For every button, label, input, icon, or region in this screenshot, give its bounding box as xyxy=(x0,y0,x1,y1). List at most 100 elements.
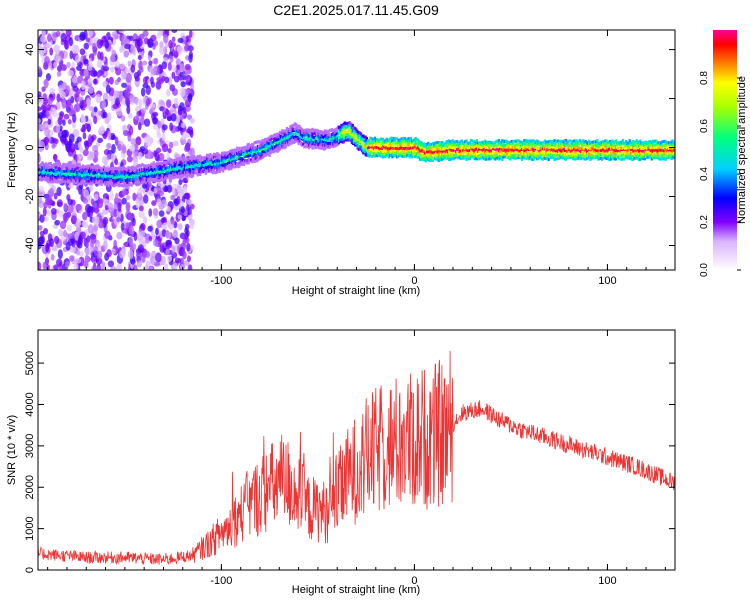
heatmap-cell xyxy=(200,170,203,174)
heatmap-cell xyxy=(138,33,145,40)
heatmap-cell xyxy=(324,147,327,151)
heatmap-cell xyxy=(244,159,247,163)
heatmap-cell xyxy=(424,144,428,148)
heatmap-cell xyxy=(329,136,333,140)
heatmap-cell xyxy=(408,150,411,154)
heatmap-cell xyxy=(55,166,58,170)
heatmap-cell xyxy=(182,159,185,163)
heatmap-cell xyxy=(564,152,568,156)
heatmap-cell xyxy=(376,142,379,146)
heatmap-cell xyxy=(332,137,335,141)
heatmap-cell xyxy=(501,143,504,147)
heatmap-cell xyxy=(217,168,220,172)
heatmap-cell xyxy=(121,183,124,187)
heatmap-cell xyxy=(90,166,93,170)
heatmap-cell xyxy=(165,230,172,239)
heatmap-cell xyxy=(281,135,284,139)
heatmap-cell xyxy=(534,145,538,149)
heatmap-cell xyxy=(395,155,399,159)
heatmap-cell xyxy=(526,145,529,149)
heatmap-cell xyxy=(505,142,509,146)
heatmap-cell xyxy=(500,142,503,146)
heatmap-cell xyxy=(239,148,242,152)
heatmap-cell xyxy=(122,124,128,131)
heatmap-cell xyxy=(435,147,438,151)
heatmap-cell xyxy=(589,150,592,154)
heatmap-cell xyxy=(450,144,453,148)
heatmap-cell xyxy=(586,151,590,155)
heatmap-cell xyxy=(64,163,67,167)
heatmap-cell xyxy=(488,157,491,161)
heatmap-cell xyxy=(536,146,539,150)
heatmap-cell xyxy=(171,173,174,177)
heatmap-cell xyxy=(136,260,143,268)
heatmap-cell xyxy=(575,146,578,150)
heatmap-cell xyxy=(90,182,93,186)
heatmap-cell xyxy=(487,148,490,152)
heatmap-cell xyxy=(175,163,179,167)
heatmap-cell xyxy=(292,127,295,131)
heatmap-cell xyxy=(76,166,79,170)
heatmap-cell xyxy=(72,177,75,181)
heatmap-cell xyxy=(160,172,163,176)
heatmap-cell xyxy=(91,266,96,270)
heatmap-cell xyxy=(126,175,129,179)
heatmap-cell xyxy=(307,139,311,143)
heatmap-cell xyxy=(341,135,344,139)
heatmap-cell xyxy=(226,154,229,158)
heatmap-cell xyxy=(376,149,379,153)
heatmap-cell xyxy=(366,139,370,143)
heatmap-cell xyxy=(283,129,286,133)
heatmap-cell xyxy=(533,148,536,152)
heatmap-cell xyxy=(132,175,136,179)
heatmap-cell xyxy=(232,165,235,169)
heatmap-cell xyxy=(61,99,67,109)
heatmap-cell xyxy=(490,146,494,150)
heatmap-cell xyxy=(575,154,578,158)
heatmap-cell xyxy=(452,153,455,157)
heatmap-cell xyxy=(497,145,500,149)
heatmap-cell xyxy=(115,183,118,187)
heatmap-cell xyxy=(344,124,348,128)
heatmap-cell xyxy=(168,173,172,177)
heatmap-cell xyxy=(229,164,232,168)
heatmap-cell xyxy=(467,154,470,158)
heatmap-cell xyxy=(124,170,128,174)
heatmap-cell xyxy=(586,144,590,148)
heatmap-cell xyxy=(492,147,495,151)
heatmap-cell xyxy=(166,89,171,97)
heatmap-cell xyxy=(595,154,598,158)
heatmap-cell xyxy=(145,238,150,244)
heatmap-cell xyxy=(500,154,503,158)
heatmap-cell xyxy=(200,166,203,170)
heatmap-cell xyxy=(159,178,162,182)
heatmap-cell xyxy=(577,144,580,148)
heatmap-cell xyxy=(395,137,399,141)
heatmap-cell xyxy=(492,150,495,154)
heatmap-cell xyxy=(364,143,367,147)
heatmap-cell xyxy=(50,171,53,175)
heatmap-cell xyxy=(181,170,184,174)
heatmap-cell xyxy=(147,38,154,48)
heatmap-cell xyxy=(576,157,579,161)
heatmap-cell xyxy=(545,146,548,150)
heatmap-cell xyxy=(88,57,92,67)
heatmap-cell xyxy=(287,143,290,147)
heatmap-cell xyxy=(56,172,59,176)
heatmap-cell xyxy=(595,152,598,156)
heatmap-cell xyxy=(406,153,409,157)
heatmap-cell xyxy=(161,133,166,141)
heatmap-cell xyxy=(444,141,447,145)
heatmap-cell xyxy=(331,135,334,139)
heatmap-cell xyxy=(101,155,108,165)
heatmap-cell xyxy=(58,168,62,172)
heatmap-cell xyxy=(127,168,130,172)
heatmap-cell xyxy=(220,151,224,155)
heatmap-cell xyxy=(85,179,88,183)
heatmap-cell xyxy=(459,145,462,149)
heatmap-cell xyxy=(498,144,502,148)
heatmap-cell xyxy=(161,162,165,166)
heatmap-cell xyxy=(134,171,137,175)
heatmap-cell xyxy=(481,143,484,147)
heatmap-cell xyxy=(209,153,212,157)
